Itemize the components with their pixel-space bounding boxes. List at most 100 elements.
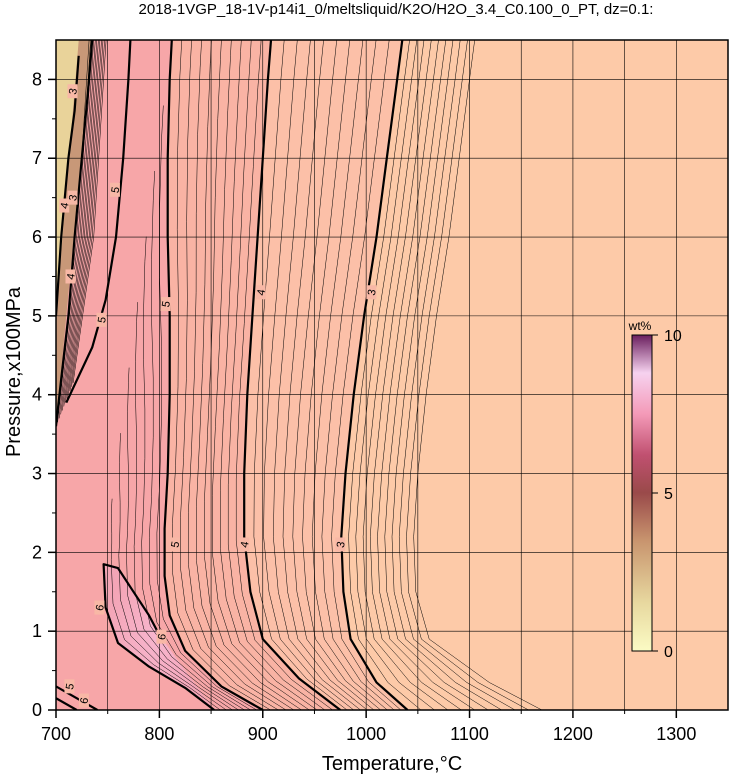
contour-label-bg (160, 297, 171, 312)
y-tick-label: 7 (32, 148, 42, 168)
colorbar-gradient (631, 334, 653, 652)
colorbar-unit: wt% (628, 319, 652, 333)
minor-contour-line (391, 40, 502, 710)
contour-label-5: 5 (96, 312, 109, 327)
contour-label-5: 5 (64, 679, 77, 694)
contour-label-text: 5 (169, 541, 182, 549)
minor-contour-line (172, 40, 271, 710)
contour-label-5: 5 (160, 297, 173, 312)
y-tick-label: 8 (32, 69, 42, 89)
y-tick-label: 2 (32, 542, 42, 562)
minor-contour-line (413, 40, 543, 710)
fill-region-4-5 (164, 40, 341, 710)
y-axis-label: Pressure,x100MPa (3, 286, 25, 457)
contour-label-5: 5 (109, 182, 122, 197)
contour-label-text: 6 (156, 633, 169, 641)
contour-label-text: 3 (335, 541, 348, 549)
contour-label-4: 4 (65, 269, 78, 284)
y-tick-label: 3 (32, 464, 42, 484)
contour-label-text: 5 (64, 682, 77, 690)
contour-label-text: 3 (366, 288, 379, 296)
x-tick-label: 1200 (553, 724, 593, 744)
minor-contour-line (384, 40, 489, 710)
contour-label-text: 4 (255, 288, 268, 296)
y-tick-label: 0 (32, 700, 42, 720)
x-tick-label: 700 (41, 724, 71, 744)
minor-contour-line (141, 236, 245, 710)
contour-label-bg (67, 190, 78, 205)
minor-contour-line (302, 40, 381, 710)
major-contour-5 (56, 685, 98, 710)
x-tick-label: 800 (144, 724, 174, 744)
contour-label-6: 6 (94, 600, 107, 615)
contour-label-6: 6 (78, 693, 91, 708)
minor-contour-line (126, 367, 233, 710)
minor-contour-line (311, 40, 388, 710)
colorbar-ticks: 0 5 10 (652, 328, 682, 661)
contour-label-text: 4 (65, 273, 78, 281)
contour-label-bg (335, 537, 346, 552)
minor-contour-line (292, 40, 375, 710)
minor-contour-line (355, 40, 435, 710)
minor-contour-line (370, 40, 462, 710)
minor-contour-line (180, 40, 279, 710)
contour-label-bg (366, 285, 377, 300)
minor-contour-line (263, 40, 354, 710)
minor-contour-line (149, 170, 251, 710)
colorbar-tick-label: 10 (664, 328, 682, 345)
y-axis-ticks: 0 1 2 3 4 5 6 7 8 (32, 69, 56, 720)
contour-label-bg (78, 693, 89, 708)
contour-label-text: 4 (59, 202, 72, 210)
contour-label-4: 4 (239, 537, 252, 552)
minor-contour-line (227, 40, 325, 710)
minor-contour-line (321, 40, 395, 710)
minor-contour-line (212, 40, 310, 710)
fill-region-3-4 (244, 40, 408, 710)
minor-contour-line (118, 433, 227, 710)
contour-label-text: 6 (94, 604, 107, 612)
x-axis-label: Temperature,°C (322, 753, 462, 775)
contour-label-bg (156, 629, 167, 644)
contour-label-text: 3 (67, 87, 80, 95)
minor-contour-line (133, 302, 239, 710)
y-tick-label: 6 (32, 227, 42, 247)
contour-label-bg (96, 312, 107, 327)
minor-contour-line (196, 40, 294, 710)
y-tick-label: 1 (32, 621, 42, 641)
major-contour-lines (56, 40, 409, 710)
x-tick-label: 1100 (450, 724, 489, 744)
contour-label-4: 4 (59, 198, 72, 213)
major-contour-6 (56, 697, 78, 710)
contour-label-6: 6 (156, 629, 169, 644)
contour-label-text: 5 (96, 316, 109, 324)
x-tick-label: 1000 (346, 724, 386, 744)
contour-label-bg (239, 537, 250, 552)
contour-label-text: 5 (160, 300, 173, 308)
contour-label-3: 3 (335, 537, 348, 552)
contour-label-3: 3 (366, 285, 379, 300)
major-contour-4 (243, 40, 341, 710)
minor-contour-line (398, 40, 516, 710)
contour-label-5: 5 (169, 537, 182, 552)
minor-contour-line (406, 40, 529, 710)
contour-label-bg (65, 269, 76, 284)
minor-contour-line (282, 40, 368, 710)
contour-label-bg (255, 285, 266, 300)
x-tick-label: 1300 (656, 724, 696, 744)
minor-contour-line (331, 40, 401, 710)
y-tick-label: 5 (32, 306, 42, 326)
minor-contour-line (362, 40, 448, 710)
plot-frame (55, 39, 729, 711)
contour-label-text: 6 (78, 697, 91, 705)
contour-label-bg (94, 600, 105, 615)
contour-label-text: 4 (239, 541, 252, 549)
contour-label-4: 4 (255, 285, 268, 300)
x-tick-label: 900 (248, 724, 278, 744)
colorbar: wt% 0 5 10 (628, 319, 682, 661)
contour-label-bg (64, 679, 75, 694)
minor-contour-line (220, 40, 318, 710)
minor-contour-line (348, 40, 422, 710)
x-axis-ticks: 700 800 900 1000 1100 1200 1300 (41, 710, 696, 744)
